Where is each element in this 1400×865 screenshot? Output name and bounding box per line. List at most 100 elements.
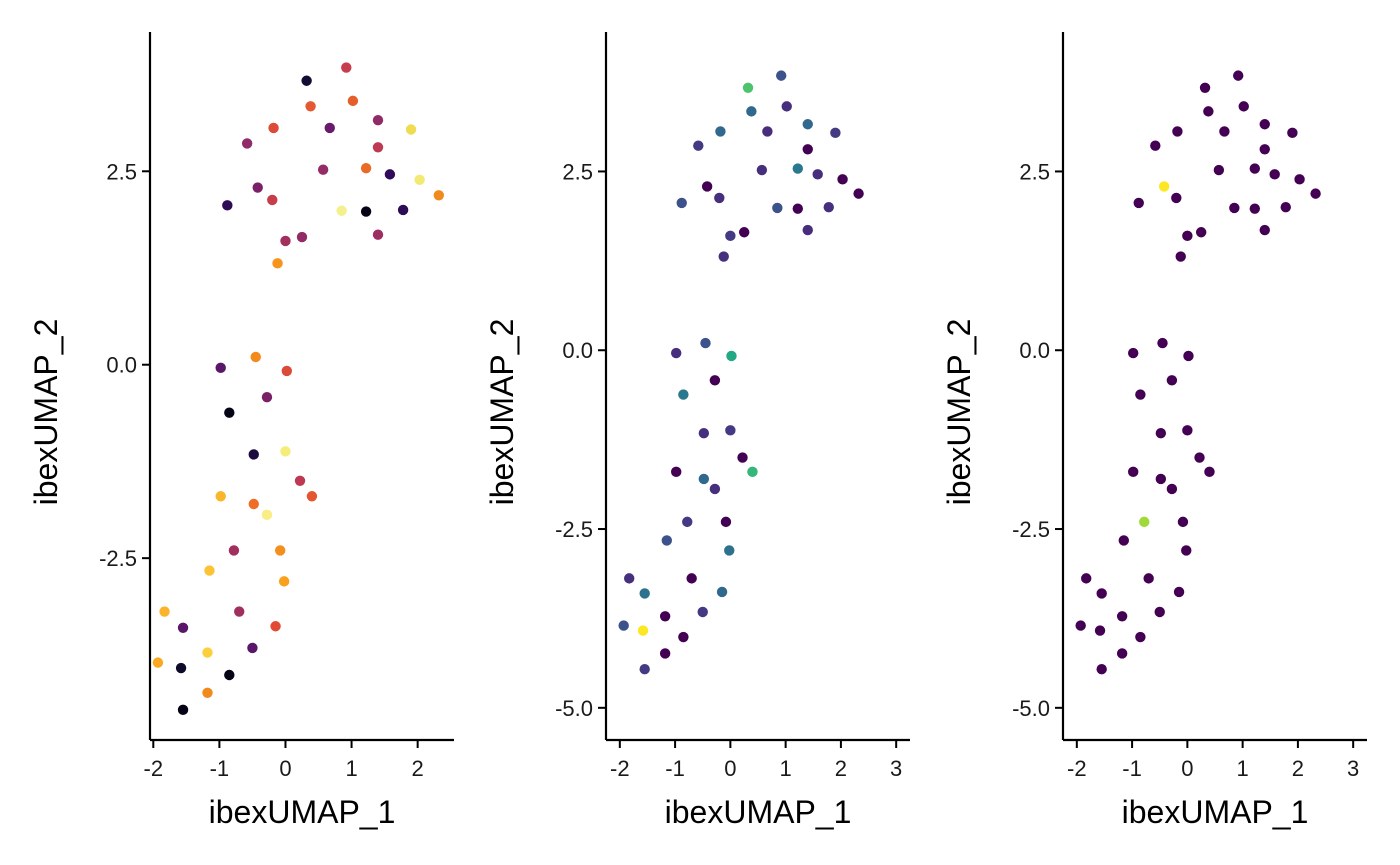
data-point	[347, 95, 359, 107]
x-tick-label: -1	[1122, 756, 1142, 781]
data-point	[1229, 202, 1240, 214]
data-point	[261, 509, 273, 521]
data-point	[261, 392, 273, 403]
y-axis-title: ibexUMAP_2	[484, 319, 520, 506]
data-point	[1195, 227, 1207, 238]
data-point	[853, 188, 864, 199]
x-tick-label: 1	[780, 756, 792, 781]
data-point	[1143, 573, 1154, 584]
y-tick-label: 0.0	[562, 338, 593, 363]
data-point	[709, 375, 721, 386]
data-point	[792, 203, 803, 214]
data-point	[272, 258, 283, 269]
data-point	[360, 206, 372, 217]
x-tick-label: -2	[610, 756, 630, 781]
data-point	[317, 164, 329, 175]
data-point	[670, 466, 682, 478]
data-point	[792, 163, 803, 174]
x-tick-label: 3	[890, 756, 902, 781]
y-tick-label: 0.0	[106, 353, 137, 378]
data-point	[1280, 202, 1291, 213]
y-tick-label: -5.0	[1012, 696, 1050, 721]
data-point	[204, 565, 215, 576]
data-point	[250, 351, 261, 363]
data-point	[1154, 606, 1165, 618]
data-point	[175, 662, 187, 674]
data-point	[802, 119, 813, 130]
data-point	[738, 227, 750, 238]
panel-3: -2 -1 0 1 2 3 -5.0 -2.5 0.0 2.5 ibexUMAP_1 ibexUMAP…	[941, 32, 1367, 830]
data-point	[1233, 70, 1244, 81]
data-point	[746, 106, 757, 117]
x-tick-label: -2	[1067, 756, 1087, 781]
data-point	[1310, 188, 1321, 199]
data-point	[1183, 350, 1194, 362]
data-point	[372, 115, 384, 126]
data-point	[215, 362, 226, 374]
data-point	[661, 535, 672, 546]
data-point	[742, 82, 754, 93]
data-point	[215, 491, 226, 502]
data-point	[1139, 516, 1150, 528]
data-point	[1158, 181, 1170, 192]
data-point	[639, 664, 650, 675]
data-point	[682, 516, 693, 528]
x-tick-label: 3	[1347, 756, 1359, 781]
data-point	[1116, 648, 1128, 659]
y-tick-label: -2.5	[1012, 517, 1050, 542]
data-point	[1127, 466, 1139, 478]
data-point	[241, 138, 253, 149]
data-point	[1172, 126, 1183, 137]
data-point	[248, 498, 259, 510]
data-point	[725, 425, 736, 436]
data-point	[224, 669, 235, 681]
data-point	[1075, 620, 1086, 631]
data-point	[296, 231, 308, 243]
data-point	[202, 687, 213, 698]
data-point	[1238, 101, 1249, 112]
data-point	[639, 588, 650, 599]
data-point	[1127, 347, 1139, 359]
data-point	[274, 545, 286, 556]
data-point	[405, 124, 417, 135]
data-point	[280, 446, 291, 457]
data-point	[1096, 664, 1107, 675]
data-point	[837, 174, 848, 185]
data-point	[1096, 588, 1107, 599]
data-point	[248, 449, 259, 460]
x-tick-label: 2	[835, 756, 847, 781]
data-point	[1166, 375, 1178, 386]
data-point	[372, 229, 384, 240]
data-point	[715, 126, 726, 137]
data-point	[686, 573, 697, 584]
data-point	[659, 611, 671, 622]
data-point	[228, 545, 240, 556]
data-point	[1094, 625, 1106, 636]
data-point	[1259, 144, 1270, 155]
data-point	[659, 648, 671, 659]
data-point	[772, 202, 783, 214]
data-point	[1175, 251, 1186, 262]
x-tick-label: 1	[1237, 756, 1249, 781]
data-point	[698, 428, 710, 439]
data-point	[830, 127, 841, 139]
y-tick-label: 2.5	[562, 159, 593, 184]
x-tick-label: 0	[724, 756, 736, 781]
data-point	[1135, 389, 1146, 400]
x-tick-label: 0	[279, 756, 291, 781]
data-point	[280, 235, 291, 247]
y-tick-label: -5.0	[555, 696, 593, 721]
data-point	[270, 621, 281, 632]
data-point	[1171, 192, 1182, 204]
data-point	[1116, 611, 1128, 622]
y-axis-title: ibexUMAP_2	[941, 319, 977, 506]
data-point	[709, 483, 721, 495]
data-point	[1155, 428, 1167, 439]
data-point	[305, 101, 316, 112]
x-axis-title: ibexUMAP_1	[209, 794, 396, 830]
data-point	[202, 647, 213, 658]
y-tick-label: -2.5	[555, 517, 593, 542]
data-point	[1157, 337, 1168, 349]
data-point	[360, 162, 372, 174]
x-tick-label: -1	[665, 756, 685, 781]
